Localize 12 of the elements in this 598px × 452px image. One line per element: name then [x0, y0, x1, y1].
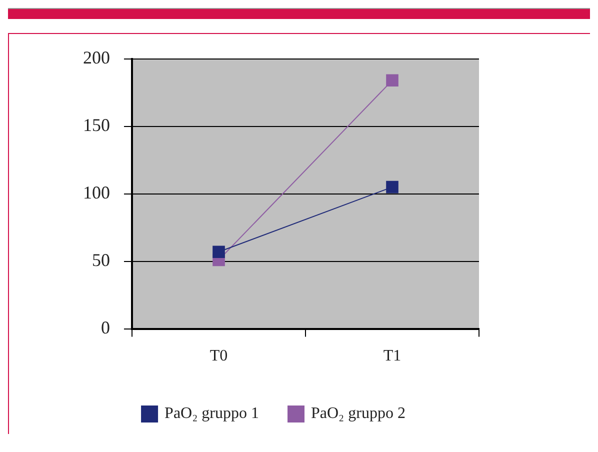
point	[386, 74, 398, 87]
y-tick-label: 0	[101, 318, 110, 338]
y-tick-label: 200	[83, 48, 110, 68]
legend-label: PaO₂ gruppo 2	[311, 405, 406, 422]
x-tick-label: T0	[210, 348, 228, 365]
point	[386, 180, 398, 194]
point	[212, 246, 225, 258]
y-tick-label: 50	[92, 250, 110, 270]
x-tick-label: T1	[383, 348, 402, 365]
y-tick-label: 100	[83, 182, 110, 203]
y-tick-label: 150	[83, 115, 110, 136]
legend-label: PaO₂ gruppo 1	[164, 405, 260, 422]
